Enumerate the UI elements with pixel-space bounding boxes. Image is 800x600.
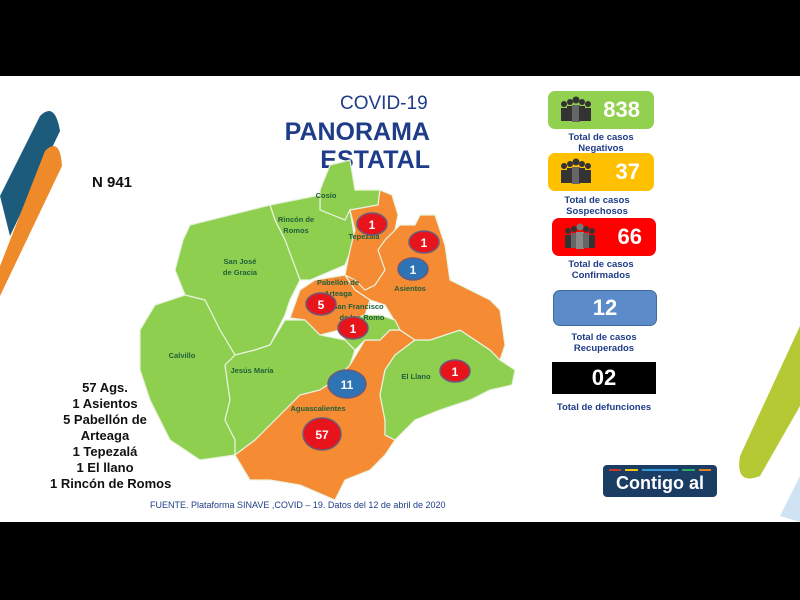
label-calvillo: Calvillo bbox=[169, 351, 196, 360]
slide: COVID-19 PANORAMA ESTATAL N 941 57 Ags. … bbox=[0, 76, 800, 522]
label-sfr-1: San Francisco bbox=[332, 302, 384, 311]
label-asientos: Asientos bbox=[394, 284, 426, 293]
recuperados-label: Total de casos Recuperados bbox=[571, 332, 637, 354]
label-rincon-2: Romos bbox=[283, 226, 308, 235]
recuperados-value: 12 bbox=[592, 295, 618, 320]
list-item: 5 Pabellón de bbox=[63, 412, 147, 427]
list-item: Arteaga bbox=[80, 428, 130, 443]
label-pabellon-1: Pabellón de bbox=[317, 278, 359, 287]
bubble-asientos-confirmed: 1 bbox=[408, 230, 440, 254]
bubble-el-llano: 1 bbox=[439, 359, 471, 383]
source-note: FUENTE. Plataforma SINAVE ,COVID – 19. D… bbox=[150, 500, 446, 510]
list-item: 1 Asientos bbox=[72, 396, 138, 411]
subtitle: COVID-19 bbox=[340, 93, 428, 114]
people-group-icon bbox=[565, 223, 595, 249]
defunciones-label: Total de defunciones bbox=[556, 402, 652, 413]
sospechosos-label: Total de casos Sospechosos bbox=[564, 195, 630, 217]
svg-text:57: 57 bbox=[315, 428, 329, 442]
confirmados-label: Total de casos Confirmados bbox=[568, 259, 634, 281]
svg-text:5: 5 bbox=[318, 298, 325, 312]
contigo-al-100-logo: Contigo al 100 bbox=[603, 465, 717, 522]
label-rincon-1: Rincón de bbox=[278, 215, 314, 224]
list-item: 57 Ags. bbox=[82, 380, 128, 395]
list-item: 1 Tepezalá bbox=[72, 444, 138, 459]
bubble-asientos-recovered: 1 bbox=[397, 257, 429, 281]
title-line-1: PANORAMA bbox=[284, 118, 430, 146]
svg-text:1: 1 bbox=[369, 218, 376, 232]
card-negativos: 838 bbox=[548, 91, 654, 129]
confirmados-value: 66 bbox=[617, 224, 642, 249]
label-sjg-2: de Gracia bbox=[223, 268, 258, 277]
state-map: Cosío Rincón de Romos San José de Gracia… bbox=[139, 159, 516, 501]
svg-text:1: 1 bbox=[350, 322, 357, 336]
label-jesus-maria: Jesús María bbox=[231, 366, 275, 375]
card-defunciones: 02 bbox=[552, 362, 656, 394]
card-recuperados: 12 bbox=[553, 290, 657, 326]
label-tepezala: Tepezalá bbox=[348, 232, 380, 241]
negativos-value: 838 bbox=[603, 97, 640, 122]
municipal-cases-list: 57 Ags. 1 Asientos 5 Pabellón de Arteaga… bbox=[50, 380, 172, 492]
svg-text:1: 1 bbox=[452, 365, 459, 379]
card-confirmados: 66 bbox=[552, 218, 656, 256]
label-pabellon-2: Arteaga bbox=[324, 289, 353, 298]
bubble-san-francisco: 1 bbox=[337, 316, 369, 340]
label-cosio: Cosío bbox=[316, 191, 337, 200]
list-item: 1 Rincón de Romos bbox=[50, 476, 172, 491]
label-sfr-2: de los Romo bbox=[339, 313, 384, 322]
sospechosos-value: 37 bbox=[615, 159, 640, 184]
svg-text:11: 11 bbox=[341, 378, 354, 392]
people-group-icon bbox=[561, 96, 591, 122]
bubble-pabellon: 5 bbox=[305, 292, 337, 316]
svg-text:1: 1 bbox=[410, 263, 417, 277]
defunciones-value: 02 bbox=[591, 365, 617, 390]
list-item: 1 El llano bbox=[76, 460, 134, 475]
people-group-icon bbox=[561, 158, 591, 184]
label-sjg-1: San José bbox=[224, 257, 257, 266]
region-tepezala bbox=[344, 189, 399, 291]
label-aguascalientes: Aguascalientes bbox=[290, 404, 345, 413]
card-sospechosos: 37 bbox=[548, 153, 654, 191]
bubble-aguascalientes-confirmed: 57 bbox=[302, 417, 342, 451]
svg-text:1: 1 bbox=[421, 236, 428, 250]
bubble-tepezala: 1 bbox=[356, 212, 388, 236]
negativos-label: Total de casos Negativos bbox=[568, 132, 634, 154]
label-el-llano: El Llano bbox=[401, 372, 431, 381]
sample-size: N 941 bbox=[92, 174, 133, 191]
bubble-aguascalientes-recovered: 11 bbox=[327, 369, 367, 399]
decorative-stripes bbox=[0, 111, 800, 522]
